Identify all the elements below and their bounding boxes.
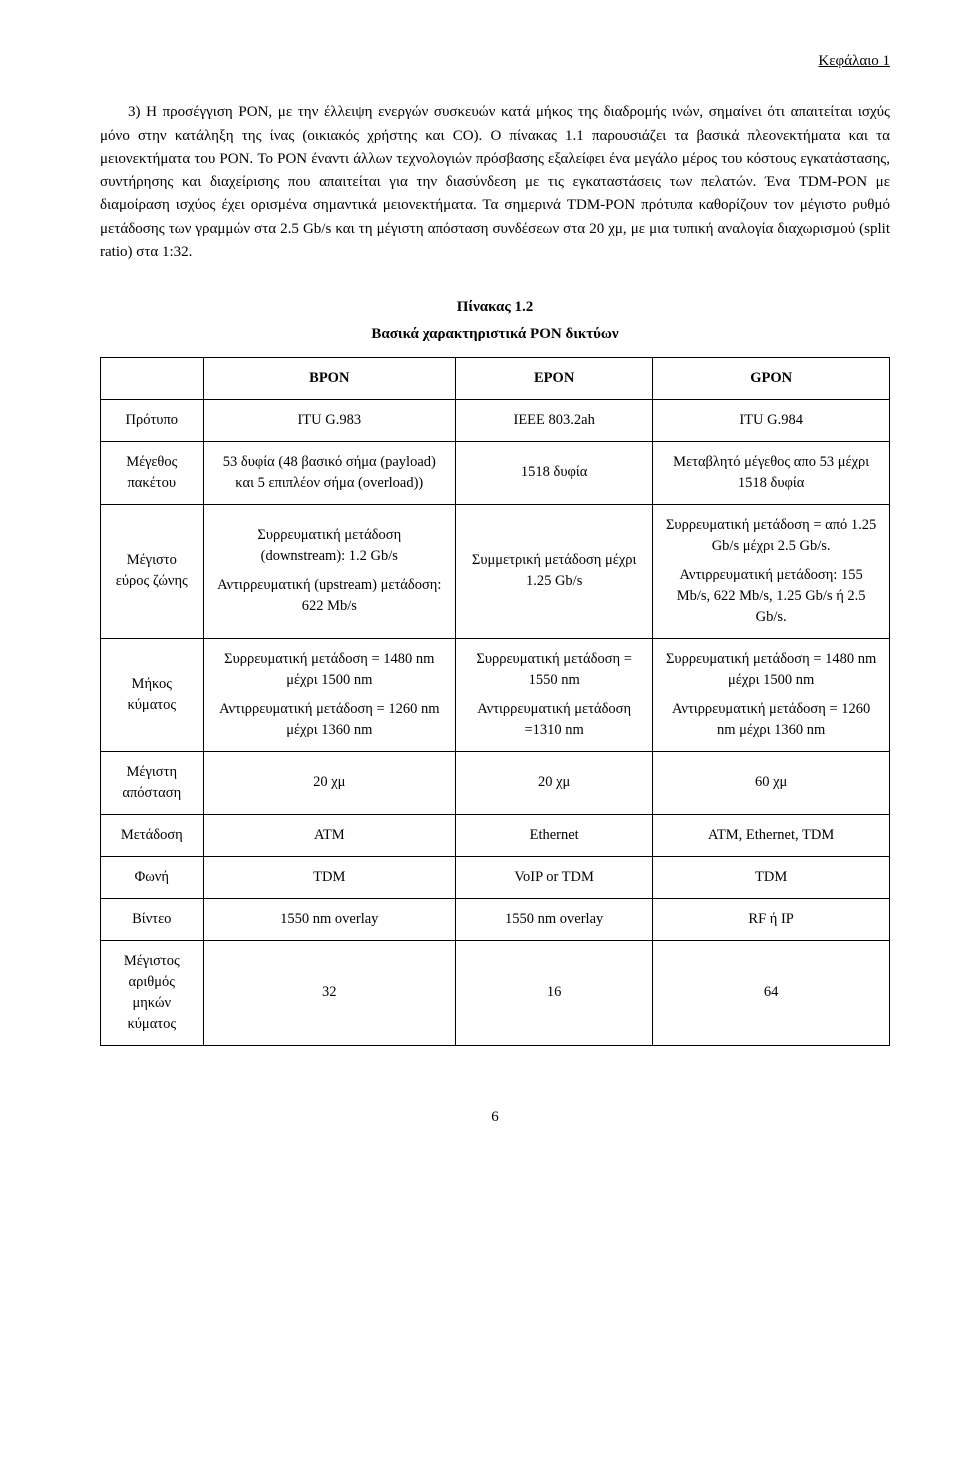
cell: 1518 δυφία	[456, 441, 653, 504]
cell-line: Συρρευματική μετάδοση = 1480 nm μέχρι 15…	[214, 649, 445, 691]
row-label: Μέγεθος πακέτου	[101, 441, 204, 504]
cell: TDM	[653, 856, 890, 898]
row-label: Μέγιστος αριθμός μηκών κύματος	[101, 940, 204, 1045]
cell-line: Αντιρρευματική μετάδοση =1310 nm	[466, 699, 642, 741]
cell: Συρρευματική μετάδοση (downstream): 1.2 …	[203, 504, 455, 638]
cell: IEEE 803.2ah	[456, 399, 653, 441]
table-row: Μετάδοση ATM Ethernet ATM, Ethernet, TDM	[101, 814, 890, 856]
cell-line: Αντιρρευματική μετάδοση: 155 Mb/s, 622 M…	[663, 565, 879, 628]
cell-line: Συρρευματική μετάδοση = 1550 nm	[466, 649, 642, 691]
table-row: Μέγιστο εύρος ζώνης Συρρευματική μετάδοσ…	[101, 504, 890, 638]
table-row: Μέγεθος πακέτου 53 δυφία (48 βασικό σήμα…	[101, 441, 890, 504]
row-label: Μήκος κύματος	[101, 638, 204, 751]
cell-line: Συρρευματική μετάδοση (downstream): 1.2 …	[214, 525, 445, 567]
col-header-bpon: BPON	[203, 357, 455, 399]
row-label: Πρότυπο	[101, 399, 204, 441]
cell: 32	[203, 940, 455, 1045]
table-subtitle: Βασικά χαρακτηριστικά PON δικτύων	[100, 323, 890, 346]
cell: ATM, Ethernet, TDM	[653, 814, 890, 856]
page-number: 6	[100, 1106, 890, 1129]
cell: 20 χμ	[203, 751, 455, 814]
cell-line: Συρρευματική μετάδοση = 1480 nm μέχρι 15…	[663, 649, 879, 691]
chapter-header: Κεφάλαιο 1	[100, 50, 890, 73]
cell: 53 δυφία (48 βασικό σήμα (payload) και 5…	[203, 441, 455, 504]
cell: TDM	[203, 856, 455, 898]
cell: Συρρευματική μετάδοση = από 1.25 Gb/s μέ…	[653, 504, 890, 638]
col-header-empty	[101, 357, 204, 399]
cell: ITU G.983	[203, 399, 455, 441]
row-label: Μετάδοση	[101, 814, 204, 856]
row-label: Φωνή	[101, 856, 204, 898]
cell: RF ή IP	[653, 898, 890, 940]
row-label: Μέγιστο εύρος ζώνης	[101, 504, 204, 638]
col-header-epon: EPON	[456, 357, 653, 399]
row-label: Βίντεο	[101, 898, 204, 940]
cell: Συρρευματική μετάδοση = 1480 nm μέχρι 15…	[653, 638, 890, 751]
table-row: Μέγιστος αριθμός μηκών κύματος 32 16 64	[101, 940, 890, 1045]
table-row: Φωνή TDM VoIP or TDM TDM	[101, 856, 890, 898]
table-row: Βίντεο 1550 nm overlay 1550 nm overlay R…	[101, 898, 890, 940]
cell: VoIP or TDM	[456, 856, 653, 898]
cell: Συρρευματική μετάδοση = 1550 nm Αντιρρευ…	[456, 638, 653, 751]
table-row: Πρότυπο ITU G.983 IEEE 803.2ah ITU G.984	[101, 399, 890, 441]
cell: 60 χμ	[653, 751, 890, 814]
table-row: Μέγιστη απόσταση 20 χμ 20 χμ 60 χμ	[101, 751, 890, 814]
table-title: Πίνακας 1.2	[100, 296, 890, 319]
cell: Συρρευματική μετάδοση = 1480 nm μέχρι 15…	[203, 638, 455, 751]
cell: 20 χμ	[456, 751, 653, 814]
cell-line: Αντιρρευματική μετάδοση = 1260 nm μέχρι …	[663, 699, 879, 741]
cell-line: Συρρευματική μετάδοση = από 1.25 Gb/s μέ…	[663, 515, 879, 557]
cell-line: Αντιρρευματική μετάδοση = 1260 nm μέχρι …	[214, 699, 445, 741]
col-header-gpon: GPON	[653, 357, 890, 399]
cell: 16	[456, 940, 653, 1045]
body-paragraph: 3) Η προσέγγιση PON, με την έλλειψη ενερ…	[100, 101, 890, 264]
cell: 1550 nm overlay	[456, 898, 653, 940]
cell: Συμμετρική μετάδοση μέχρι 1.25 Gb/s	[456, 504, 653, 638]
pon-table: BPON EPON GPON Πρότυπο ITU G.983 IEEE 80…	[100, 357, 890, 1046]
cell: ATM	[203, 814, 455, 856]
table-row: Μήκος κύματος Συρρευματική μετάδοση = 14…	[101, 638, 890, 751]
cell-line: Αντιρρευματική (upstream) μετάδοση: 622 …	[214, 575, 445, 617]
cell: Μεταβλητό μέγεθος απο 53 μέχρι 1518 δυφί…	[653, 441, 890, 504]
row-label: Μέγιστη απόσταση	[101, 751, 204, 814]
cell: 1550 nm overlay	[203, 898, 455, 940]
cell: 64	[653, 940, 890, 1045]
table-header-row: BPON EPON GPON	[101, 357, 890, 399]
cell: Ethernet	[456, 814, 653, 856]
cell: ITU G.984	[653, 399, 890, 441]
